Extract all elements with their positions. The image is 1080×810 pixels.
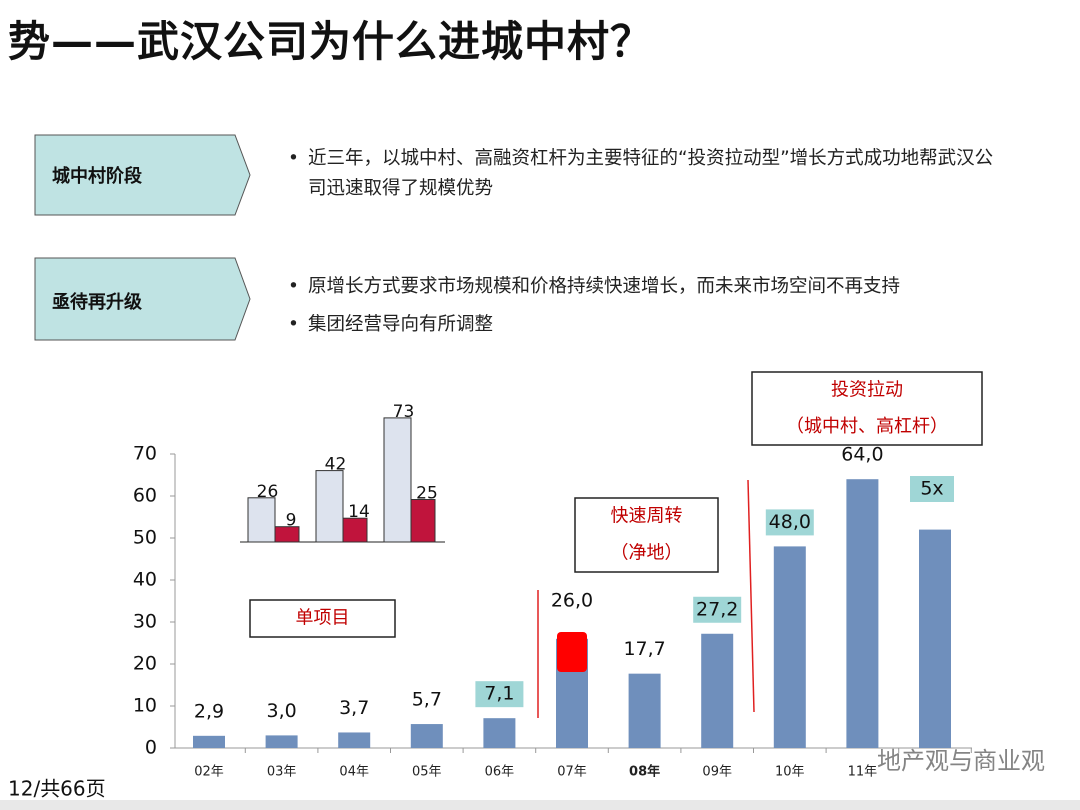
value-label: 17,7 (623, 638, 665, 660)
annotation: （净地） (611, 543, 683, 564)
value-label: 3,7 (339, 697, 369, 719)
slide-title: 势——武汉公司为什么进城中村？ (8, 17, 654, 66)
stage-chevron (34, 257, 251, 341)
label-highlight (910, 476, 954, 502)
inset-bar (274, 526, 300, 543)
bar (773, 546, 806, 748)
accent-marker (557, 632, 587, 672)
inset-value-label: 25 (416, 484, 438, 504)
value-label: 7,1 (484, 683, 514, 705)
bar (846, 479, 879, 748)
bar (193, 735, 225, 748)
inset-bar (342, 517, 368, 543)
inset-value-label: 14 (348, 502, 370, 522)
annotation: （城中村、高杠杆） (786, 416, 948, 437)
annotation-box (574, 497, 719, 573)
stage-label: 城中村阶段 (52, 166, 142, 187)
bar (919, 529, 951, 748)
bullet: 近三年，以城中村、高融资杠杆为主要特征的“投资拉动型”增长方式成功地帮武汉公司迅… (288, 144, 998, 204)
value-label: 64,0 (841, 444, 883, 466)
bar (410, 724, 443, 748)
x-tick-label: 11年 (848, 765, 878, 780)
x-tick-label: 03年 (267, 765, 297, 780)
stage-chevron (34, 134, 251, 216)
inset-value-label: 26 (257, 482, 279, 502)
label-highlight (765, 509, 814, 536)
bar (265, 735, 298, 748)
annotation: 5x (920, 478, 943, 500)
annotation-box (249, 599, 396, 638)
value-label: 2,9 (194, 700, 224, 722)
value-label: 27,2 (696, 598, 738, 620)
phase-divider (747, 479, 755, 713)
value-label: 48,0 (769, 511, 811, 533)
value-label: 26,0 (551, 589, 593, 611)
y-tick-label: 10 (133, 695, 157, 717)
bar (701, 633, 734, 748)
x-tick-label: 05年 (412, 765, 442, 780)
bar (338, 732, 371, 748)
x-tick-label: 07年 (557, 765, 587, 780)
y-tick-label: 60 (133, 485, 157, 507)
value-label: 3,0 (266, 700, 296, 722)
y-tick-label: 70 (133, 443, 157, 465)
x-tick-label: 10年 (775, 765, 805, 780)
y-tick-label: 50 (133, 527, 157, 549)
inset-value-label: 9 (286, 511, 297, 531)
annotation: 单项目 (296, 608, 350, 629)
x-tick-label: 04年 (339, 765, 369, 780)
bullet: 集团经营导向有所调整 (288, 310, 1008, 340)
y-tick-label: 40 (133, 569, 157, 591)
annotation: 快速周转 (611, 506, 683, 527)
y-tick-label: 30 (133, 611, 157, 633)
stage-label: 亟待再升级 (52, 292, 142, 313)
inset-value-label: 73 (393, 402, 415, 422)
page-number: 12/共66页 (8, 777, 106, 801)
inset-bar (410, 499, 436, 543)
inset-bar (315, 470, 344, 543)
bullet: 原增长方式要求市场规模和价格持续快速增长，而未来市场空间不再支持 (288, 272, 1008, 302)
x-tick-label: 09年 (702, 765, 732, 780)
x-tick-label: 06年 (485, 765, 515, 780)
label-highlight (693, 596, 742, 623)
bar (483, 718, 516, 748)
inset-value-label: 42 (325, 455, 347, 475)
annotation-box (751, 371, 983, 446)
value-label: 5,7 (412, 689, 442, 711)
y-tick-label: 0 (145, 737, 157, 759)
x-tick-label: 02年 (194, 765, 224, 780)
watermark: 地产观与商业观 (877, 747, 1045, 775)
label-highlight (475, 681, 524, 708)
y-tick-label: 20 (133, 653, 157, 675)
bar (628, 673, 661, 748)
annotation: 投资拉动 (831, 379, 903, 400)
inset-bar (383, 417, 412, 543)
x-tick-label: 08年 (629, 764, 660, 780)
footer-strip (0, 800, 1080, 810)
inset-bar (247, 497, 276, 543)
